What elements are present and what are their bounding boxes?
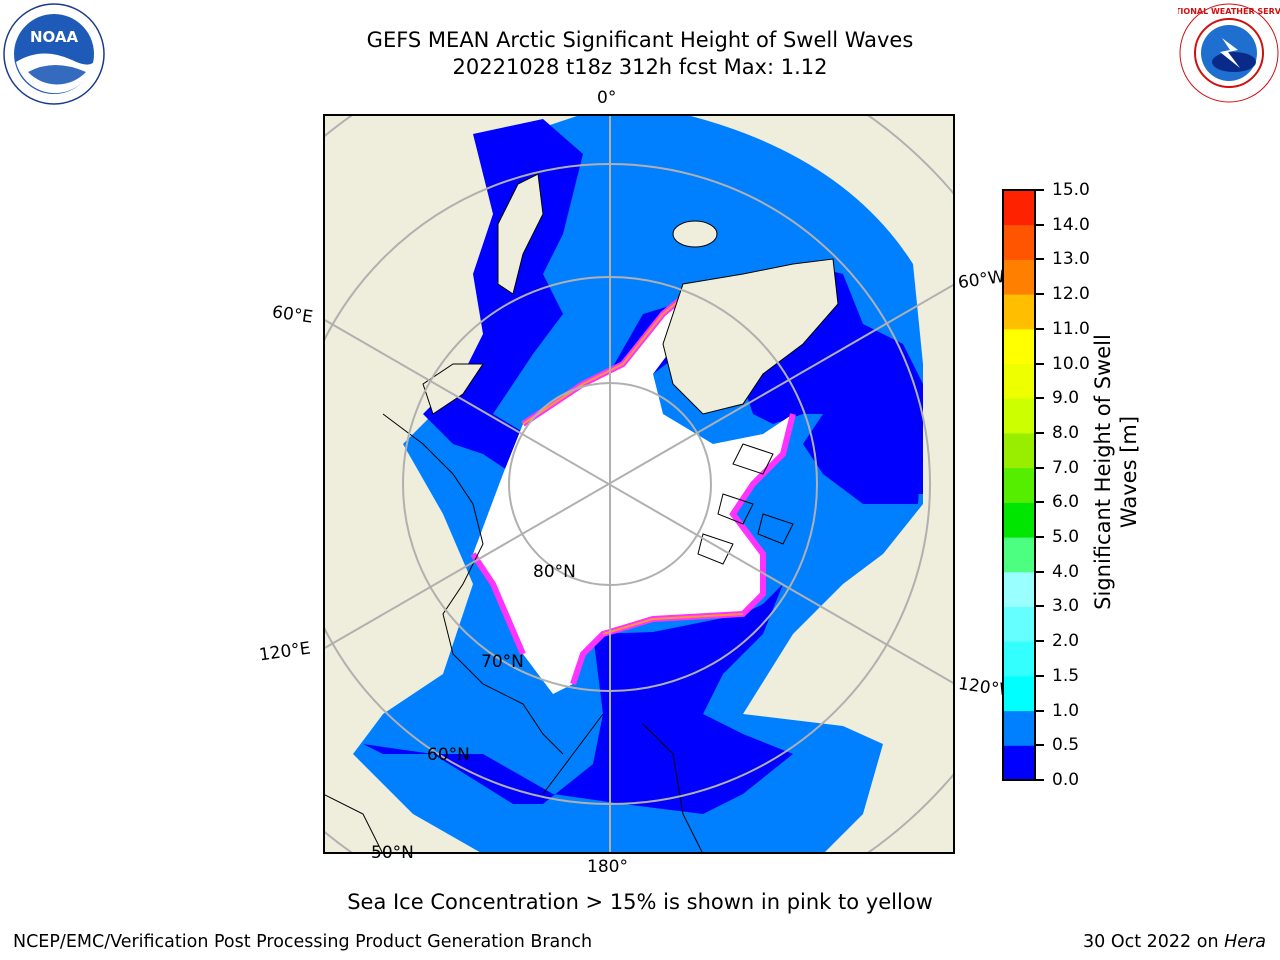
colorbar-tick-mark <box>1036 293 1044 296</box>
footer-date-text: 30 Oct 2022 on <box>1083 932 1219 952</box>
footer-host: Hera <box>1224 932 1266 952</box>
colorbar-segment <box>1003 675 1035 712</box>
colorbar-segment <box>1003 641 1035 677</box>
colorbar-tick-mark <box>1036 640 1044 643</box>
map-frame <box>323 114 955 854</box>
colorbar-tick-label: 10.0 <box>1052 353 1090 374</box>
colorbar-frame <box>1002 189 1036 781</box>
colorbar-tick-mark <box>1036 223 1044 226</box>
colorbar-tick-mark <box>1036 779 1044 781</box>
colorbar-segment <box>1003 190 1035 226</box>
colorbar-tick-label: 0.0 <box>1052 770 1080 790</box>
colorbar-tick-mark <box>1036 327 1044 330</box>
lon-label-60e: 60°E <box>270 302 315 328</box>
colorbar-segment <box>1003 606 1035 642</box>
colorbar-tick-mark <box>1036 466 1044 469</box>
colorbar-tick-mark <box>1036 744 1044 747</box>
ocean-low-pacific <box>363 584 793 814</box>
greenland <box>662 258 839 415</box>
colorbar-tick-label: 2.0 <box>1052 631 1080 652</box>
colorbar-segment <box>1003 571 1035 607</box>
colorbar-tick-label: 12.0 <box>1052 284 1090 305</box>
iceland <box>672 220 718 248</box>
colorbar-tick-label: 1.5 <box>1052 665 1080 686</box>
eurasia-coast <box>323 413 564 854</box>
colorbar-tick-label: 13.0 <box>1052 249 1090 270</box>
colorbar-segment <box>1003 502 1035 538</box>
colorbar-segment <box>1003 398 1035 434</box>
colorbar-segment <box>1003 259 1035 295</box>
lat-label-70n: 70°N <box>481 652 524 672</box>
colorbar-tick-mark <box>1036 362 1044 365</box>
colorbar-segment <box>1003 363 1035 399</box>
lon-label-0: 0° <box>597 88 617 108</box>
colorbar-tick-mark <box>1036 536 1044 539</box>
footer-note: Sea Ice Concentration > 15% is shown in … <box>347 890 933 914</box>
lon-label-180: 180° <box>587 857 628 877</box>
chart-subtitle: 20221028 t18z 312h fcst Max: 1.12 <box>452 55 828 79</box>
colorbar-tick-label: 5.0 <box>1052 527 1080 548</box>
ocean-low-canada <box>803 414 923 504</box>
noaa-logo: NOAA <box>3 3 105 105</box>
colorbar-tick-mark <box>1036 501 1044 504</box>
lon-label-60w: 60°W <box>956 266 1007 294</box>
colorbar-segment <box>1003 328 1035 365</box>
noaa-logo-text: NOAA <box>30 28 79 46</box>
colorbar-tick-label: 7.0 <box>1052 457 1080 478</box>
colorbar-segment <box>1003 710 1035 746</box>
sea-ice-edge-inner <box>522 288 744 635</box>
graticule <box>323 114 955 854</box>
colorbar-tick-mark <box>1036 397 1044 400</box>
lat-label-60n: 60°N <box>427 745 470 765</box>
nws-logo: NATIONAL WEATHER SERVICE <box>1178 3 1280 103</box>
colorbar-tick-label: 6.0 <box>1052 492 1080 513</box>
colorbar-tick-mark <box>1036 258 1044 261</box>
colorbar-tick-label: 4.0 <box>1052 561 1080 582</box>
colorbar-tick-label: 14.0 <box>1052 214 1090 235</box>
lat-label-80n: 80°N <box>533 562 576 582</box>
footer-credit: NCEP/EMC/Verification Post Processing Pr… <box>13 932 593 952</box>
colorbar-tick-mark <box>1036 709 1044 712</box>
novaya-zemlya <box>422 363 484 415</box>
footer-date: 30 Oct 2022 on Hera <box>1083 932 1266 952</box>
colorbar-tick-label: 8.0 <box>1052 422 1080 443</box>
lon-label-120e: 120°E <box>257 638 312 666</box>
colorbar-tick-mark <box>1036 605 1044 608</box>
colorbar-tick-label: 1.0 <box>1052 700 1080 721</box>
nws-logo-text: NATIONAL WEATHER SERVICE <box>1178 7 1280 16</box>
sea-ice-region <box>473 289 793 694</box>
colorbar-segment <box>1003 294 1035 330</box>
colorbar-segment <box>1003 745 1035 781</box>
alaska-coast <box>542 713 704 854</box>
canadian-archipelago <box>697 443 794 565</box>
scandinavia <box>497 173 544 295</box>
colorbar-tick-mark <box>1036 189 1044 191</box>
colorbar-segment <box>1003 537 1035 573</box>
colorbar-tick-mark <box>1036 570 1044 573</box>
colorbar-segment <box>1003 467 1035 503</box>
colorbar-tick-label: 3.0 <box>1052 596 1080 617</box>
lat-label-50n: 50°N <box>371 843 414 863</box>
colorbar-tick-label: 11.0 <box>1052 318 1090 339</box>
colorbar-tick-label: 9.0 <box>1052 388 1080 409</box>
colorbar-tick-mark <box>1036 431 1044 434</box>
arctic-map <box>323 114 955 854</box>
colorbar-tick-label: 15.0 <box>1052 180 1090 200</box>
colorbar-segment <box>1003 432 1035 469</box>
colorbar-tick-mark <box>1036 674 1044 677</box>
colorbar-segment <box>1003 224 1035 260</box>
colorbar-label: Significant Height of Swell Waves [m] <box>1091 334 1141 610</box>
colorbar-tick-label: 0.5 <box>1052 735 1080 756</box>
chart-title: GEFS MEAN Arctic Significant Height of S… <box>366 28 914 52</box>
colorbar <box>1002 189 1036 781</box>
